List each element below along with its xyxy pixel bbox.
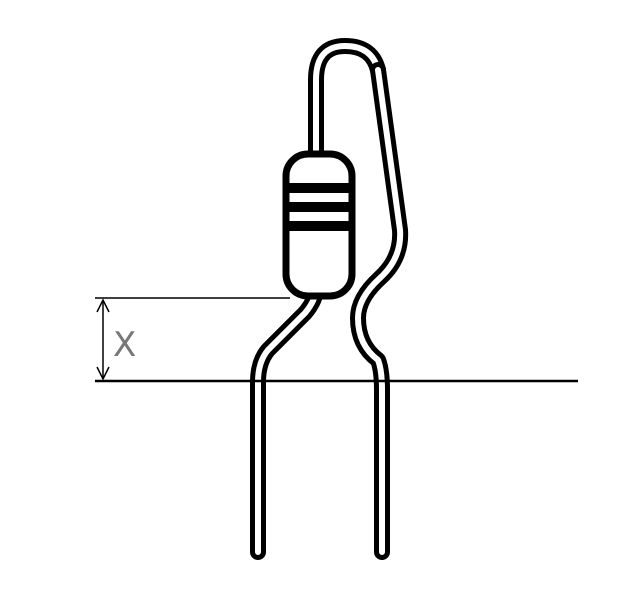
body-band-1 (288, 183, 350, 193)
right-lead-wire (350, 62, 409, 560)
dimension-label: X (113, 325, 136, 365)
component-body (282, 150, 356, 300)
body-band-2 (288, 202, 350, 212)
dimension-arrow (96, 298, 110, 381)
body-band-3 (288, 221, 350, 231)
